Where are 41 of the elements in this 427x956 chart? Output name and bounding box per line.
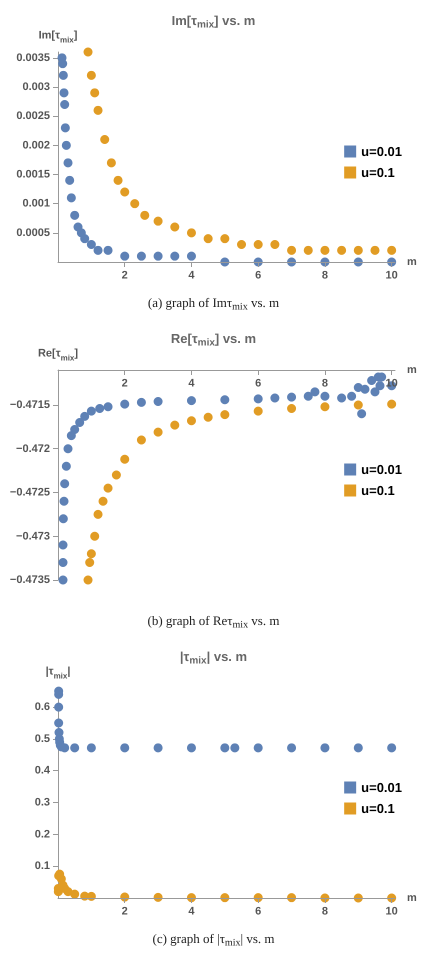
y-tick-label: −0.4715: [10, 399, 50, 411]
y-tick-label: 0.003: [22, 81, 50, 93]
y-tick-label: −0.4735: [10, 574, 50, 586]
y-tick-label: 0.1: [34, 860, 50, 872]
x-tick-label: 2: [122, 270, 128, 282]
x-tick-label: 4: [188, 906, 196, 918]
legend-label: u=0.1: [361, 801, 395, 816]
y-tick-label: 0.0025: [16, 110, 50, 122]
x-tick-label: 4: [188, 378, 196, 390]
y-tick-label: −0.472: [16, 442, 50, 455]
y-tick-label: −0.473: [16, 530, 50, 542]
legend-label: u=0.01: [361, 780, 402, 795]
legend-label: u=0.01: [361, 462, 402, 477]
legend-label: u=0.1: [361, 483, 395, 498]
x-tick-label: 8: [322, 270, 328, 282]
x-tick-label: 2: [122, 906, 128, 918]
x-tick-label: 6: [255, 906, 262, 918]
y-tick-label: 0.3: [34, 796, 50, 809]
x-tick-label: 8: [322, 378, 328, 390]
x-axis-title: m: [407, 256, 417, 268]
x-tick-label: 10: [386, 270, 398, 282]
x-tick-label: 8: [322, 906, 328, 918]
x-axis-title: m: [407, 364, 417, 376]
x-tick-label: 10: [386, 906, 398, 918]
y-tick-label: 0.001: [22, 198, 50, 210]
y-tick-label: 0.5: [34, 732, 50, 745]
legend-label: u=0.1: [361, 165, 395, 180]
x-tick-label: 4: [188, 270, 196, 282]
y-tick-label: 0.0015: [16, 168, 50, 180]
x-tick-label: 2: [122, 378, 128, 390]
legend-label: u=0.01: [361, 144, 402, 159]
y-tick-label: 0.002: [22, 139, 50, 152]
y-tick-label: 0.4: [34, 764, 51, 777]
y-tick-label: 0.0005: [16, 226, 50, 239]
y-tick-label: 0.0035: [16, 52, 50, 64]
x-tick-label: 6: [255, 378, 262, 390]
y-tick-label: −0.4725: [10, 486, 50, 498]
y-tick-label: 0.6: [34, 701, 50, 714]
x-axis-title: m: [407, 892, 417, 904]
x-tick-label: 6: [255, 270, 262, 282]
y-tick-label: 0.2: [34, 828, 50, 840]
